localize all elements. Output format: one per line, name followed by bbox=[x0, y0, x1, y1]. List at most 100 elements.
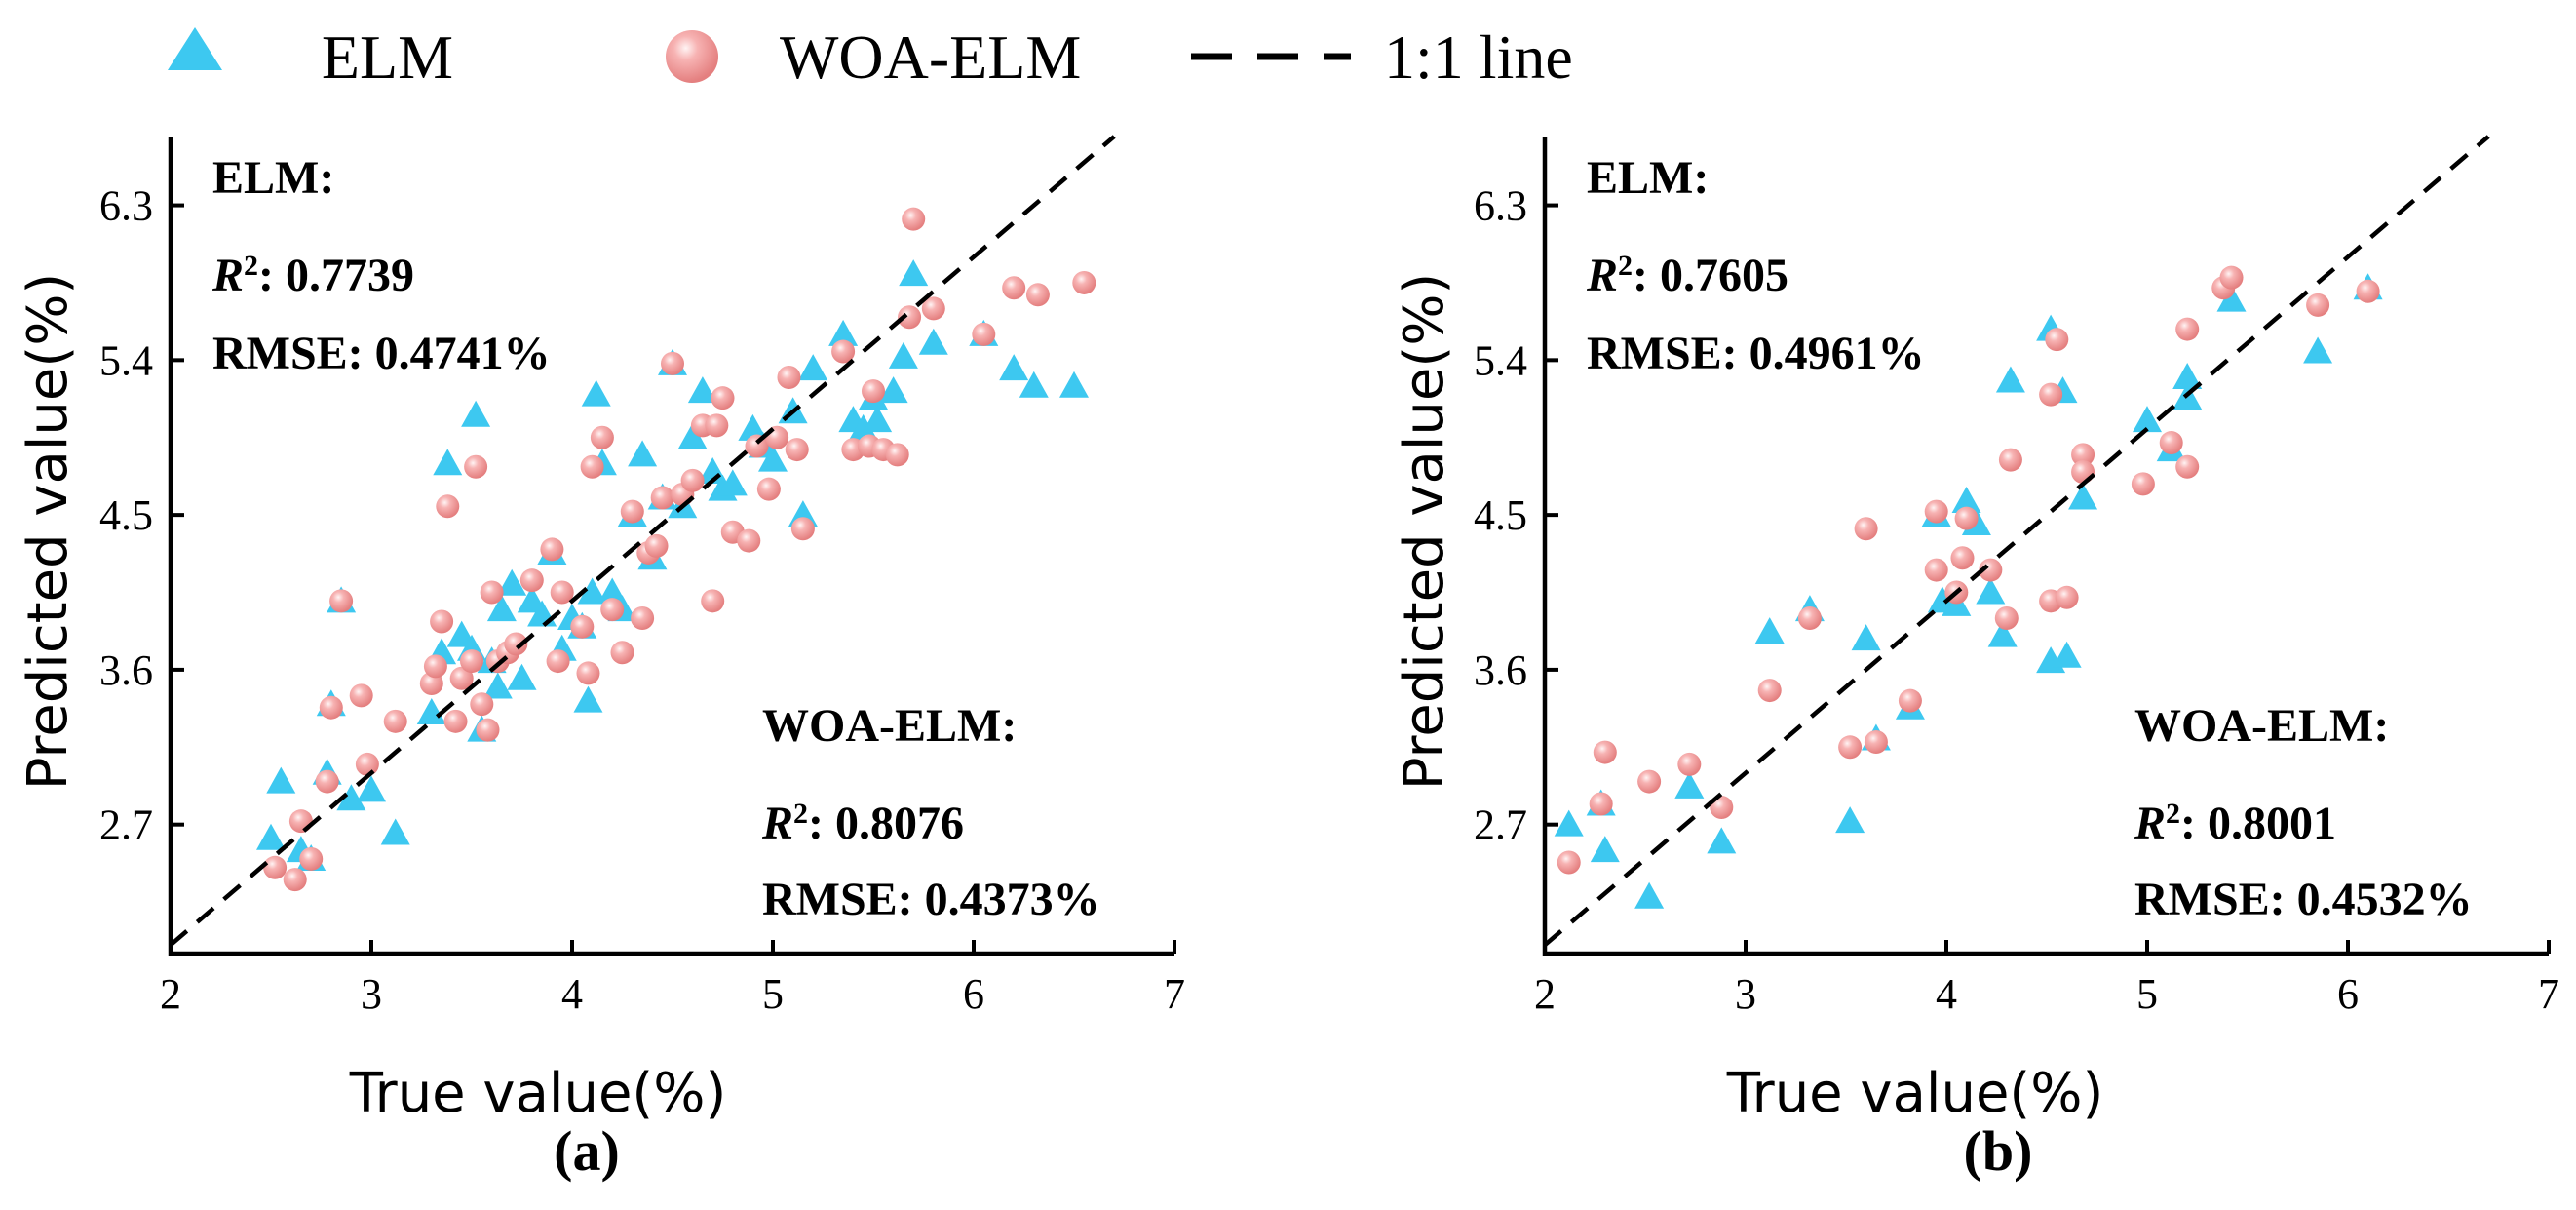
panel-b-woa-point bbox=[1924, 558, 1948, 582]
panel-b-woa-point bbox=[1589, 792, 1613, 816]
panel-b-elm-rmse: RMSE: 0.4961% bbox=[1587, 328, 1925, 379]
panel-a-elm-point bbox=[628, 440, 658, 467]
panel-a-elm-point bbox=[507, 663, 537, 690]
panel-b-woa-point bbox=[1979, 558, 2003, 582]
panel-b-x-tick-label: 7 bbox=[2538, 970, 2559, 1018]
panel-b-elm-point bbox=[1674, 771, 1705, 799]
panel-b-woa-point bbox=[1954, 506, 1979, 530]
panel-b-x-tick-label: 4 bbox=[1936, 970, 1957, 1018]
panel-b-x-tick-label: 3 bbox=[1735, 970, 1756, 1018]
panel-a-woa-point bbox=[610, 641, 634, 665]
panel-b-woa-point bbox=[1710, 796, 1734, 820]
panel-a-y-axis-label: Predicted value(%) bbox=[17, 273, 80, 791]
panel-b-y-tick-label: 6.3 bbox=[1474, 182, 1527, 230]
panel-b-woa-stats: WOA-ELM: R2: 0.8001 RMSE: 0.4532% bbox=[2134, 700, 2473, 925]
panel-a-x-ticks: 2 3 4 5 6 7 bbox=[160, 940, 1185, 1018]
panel-a-woa-point bbox=[590, 425, 614, 449]
panel-a-woa-point bbox=[443, 709, 468, 733]
panel-a-woa-point bbox=[299, 846, 324, 871]
panel-a-woa-point bbox=[519, 568, 544, 593]
panel-a-woa-point bbox=[570, 614, 595, 639]
panel-b-elm-stats: ELM: R2: 0.7605 RMSE: 0.4961% bbox=[1586, 152, 1925, 379]
panel-a-woa-point bbox=[705, 413, 729, 438]
panel-a-woa-point bbox=[1002, 276, 1026, 300]
panel-a-woa-point bbox=[885, 443, 909, 467]
panel-b-elm-point bbox=[2052, 641, 2082, 668]
panel-b-woa-point bbox=[1677, 752, 1702, 776]
panel-b-woa-point bbox=[2131, 472, 2155, 496]
panel-b-elm-point bbox=[2172, 362, 2203, 389]
panel-a-y-tick-label: 3.6 bbox=[99, 646, 153, 694]
panel-a-elm-point bbox=[758, 445, 788, 472]
panel-a: 2 3 4 5 6 7 2.7 3.6 4.5 5.4 6.3 True value(%) Pre… bbox=[17, 135, 1185, 1183]
panel-b-woa-point bbox=[1838, 735, 1863, 760]
panel-a-elm-point bbox=[848, 413, 878, 441]
legend-elm-label: ELM bbox=[322, 22, 453, 92]
panel-a-woa-point bbox=[756, 477, 781, 501]
panel-b-woa-point bbox=[1950, 546, 1975, 570]
panel-b-woa-point bbox=[2159, 431, 2183, 455]
panel-a-x-tick-label: 6 bbox=[963, 970, 984, 1018]
legend-woa-label: WOA-ELM bbox=[780, 22, 1081, 92]
panel-b-woa-r2: R2: 0.8001 bbox=[2134, 798, 2336, 850]
panel-a-elm-point bbox=[863, 406, 893, 433]
panel-b-points-woa bbox=[1557, 265, 2380, 875]
panel-a-elm-point bbox=[573, 685, 603, 713]
panel-a-x-axis-label: True value(%) bbox=[349, 1062, 727, 1125]
panel-a-woa-point bbox=[902, 207, 926, 231]
panel-a-y-tick-label: 6.3 bbox=[99, 182, 153, 230]
panel-a-x-tick-label: 3 bbox=[361, 970, 382, 1018]
panel-a-elm-title: ELM: bbox=[212, 152, 334, 204]
panel-a-woa-point bbox=[464, 454, 488, 479]
panel-a-elm-point bbox=[380, 818, 410, 845]
panel-a-woa-point bbox=[329, 589, 354, 613]
panel-b-woa-point bbox=[1757, 679, 1782, 703]
panel-a-woa-point bbox=[319, 695, 343, 720]
panel-a-woa-point bbox=[711, 386, 735, 410]
panel-a-elm-point bbox=[256, 823, 286, 850]
panel-b-woa-point bbox=[2356, 279, 2380, 303]
panel-b-y-tick-label: 5.4 bbox=[1474, 336, 1527, 384]
panel-a-elm-r2: R2: 0.7739 bbox=[211, 250, 414, 302]
panel-b-y-ticks: 2.7 3.6 4.5 5.4 6.3 bbox=[1474, 182, 1558, 849]
panel-a-woa-point bbox=[898, 305, 922, 330]
panel-b-woa-point bbox=[1854, 517, 1878, 541]
panel-a-woa-point bbox=[972, 322, 996, 346]
panel-a-woa-point bbox=[1025, 283, 1050, 307]
panel-b-elm-point bbox=[2303, 336, 2333, 364]
panel-a-elm-point bbox=[266, 766, 296, 794]
panel-a-woa-point bbox=[600, 598, 625, 622]
panel-a-woa-point bbox=[1072, 270, 1096, 294]
panel-b-woa-point bbox=[1998, 448, 2022, 472]
panel-b-woa-point bbox=[2306, 293, 2330, 317]
panel-a-woa-point bbox=[650, 486, 674, 510]
panel-a-y-tick-label: 4.5 bbox=[99, 491, 153, 539]
panel-b-woa-point bbox=[1864, 730, 1888, 755]
panel-a-woa-point bbox=[701, 589, 725, 613]
panel-a-woa-title: WOA-ELM: bbox=[762, 700, 1017, 752]
panel-b-y-tick-label: 2.7 bbox=[1474, 801, 1527, 849]
panel-a-woa-point bbox=[436, 494, 460, 519]
panel-b-woa-point bbox=[2071, 443, 2095, 467]
panel-b-x-axis-label: True value(%) bbox=[1726, 1062, 2104, 1125]
legend-elm-marker bbox=[168, 27, 222, 70]
panel-a-woa-point bbox=[680, 468, 705, 492]
panel-b-elm-point bbox=[2133, 406, 2162, 433]
panel-a-elm-point bbox=[687, 376, 717, 404]
panel-a-elm-point bbox=[581, 379, 611, 407]
panel-a-woa-point bbox=[283, 868, 307, 892]
panel-a-x-tick-label: 7 bbox=[1164, 970, 1185, 1018]
panel-b-woa-point bbox=[1924, 499, 1948, 524]
panel-a-woa-r2: R2: 0.8076 bbox=[761, 798, 964, 850]
panel-a-woa-point bbox=[620, 499, 644, 524]
panel-a-elm-point bbox=[888, 341, 918, 369]
panel-a-woa-point bbox=[546, 649, 570, 674]
panel-a-woa-point bbox=[921, 296, 945, 321]
panel-a-woa-point bbox=[644, 533, 669, 558]
panel-b-y-tick-label: 4.5 bbox=[1474, 491, 1527, 539]
panel-b-elm-title: ELM: bbox=[1587, 152, 1709, 204]
panel-a-woa-point bbox=[765, 425, 789, 449]
panel-a-x-tick-label: 4 bbox=[561, 970, 583, 1018]
panel-a-woa-point bbox=[831, 339, 856, 364]
